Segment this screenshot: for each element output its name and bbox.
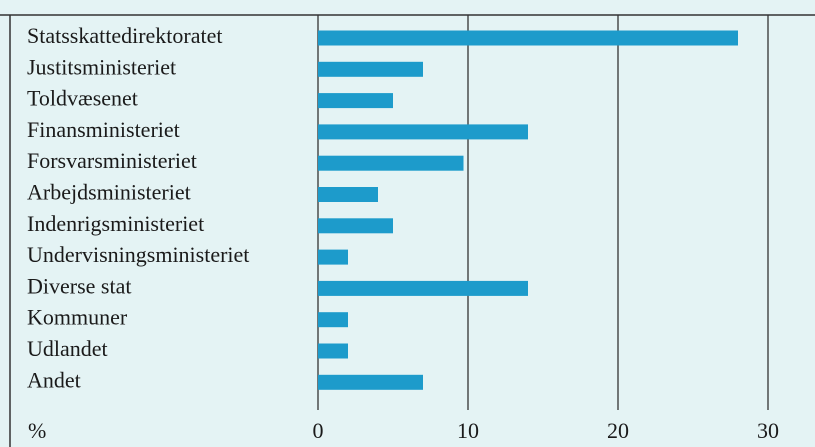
category-label: Justitsministeriet xyxy=(27,54,176,79)
bar xyxy=(318,30,738,46)
category-label: Finansministeriet xyxy=(27,117,180,142)
category-label: Forsvarsministeriet xyxy=(27,148,197,173)
x-tick-label: 30 xyxy=(757,418,779,443)
category-label: Diverse stat xyxy=(27,273,131,298)
category-label: Kommuner xyxy=(27,305,128,330)
bar xyxy=(318,374,423,390)
bar xyxy=(318,343,348,359)
bar xyxy=(318,93,393,109)
category-label: Statsskattedirektoratet xyxy=(27,23,223,48)
category-label: Indenrigsministeriet xyxy=(27,211,204,236)
category-label: Arbejdsministeriet xyxy=(27,180,191,205)
bar xyxy=(318,155,464,171)
bar xyxy=(318,280,528,296)
x-axis-label: % xyxy=(28,418,46,443)
category-label: Undervisningsministeriet xyxy=(27,242,249,267)
category-label: Toldvæsenet xyxy=(27,86,138,111)
bar xyxy=(318,249,348,265)
bar xyxy=(318,187,378,202)
bar xyxy=(318,124,528,140)
x-tick-label: 10 xyxy=(457,418,479,443)
x-tick-label: 20 xyxy=(607,418,629,443)
bar xyxy=(318,61,423,77)
bar xyxy=(318,218,393,234)
x-tick-label: 0 xyxy=(313,418,324,443)
category-label: Andet xyxy=(27,367,81,392)
category-label: Udlandet xyxy=(27,336,108,361)
bar xyxy=(318,312,348,328)
